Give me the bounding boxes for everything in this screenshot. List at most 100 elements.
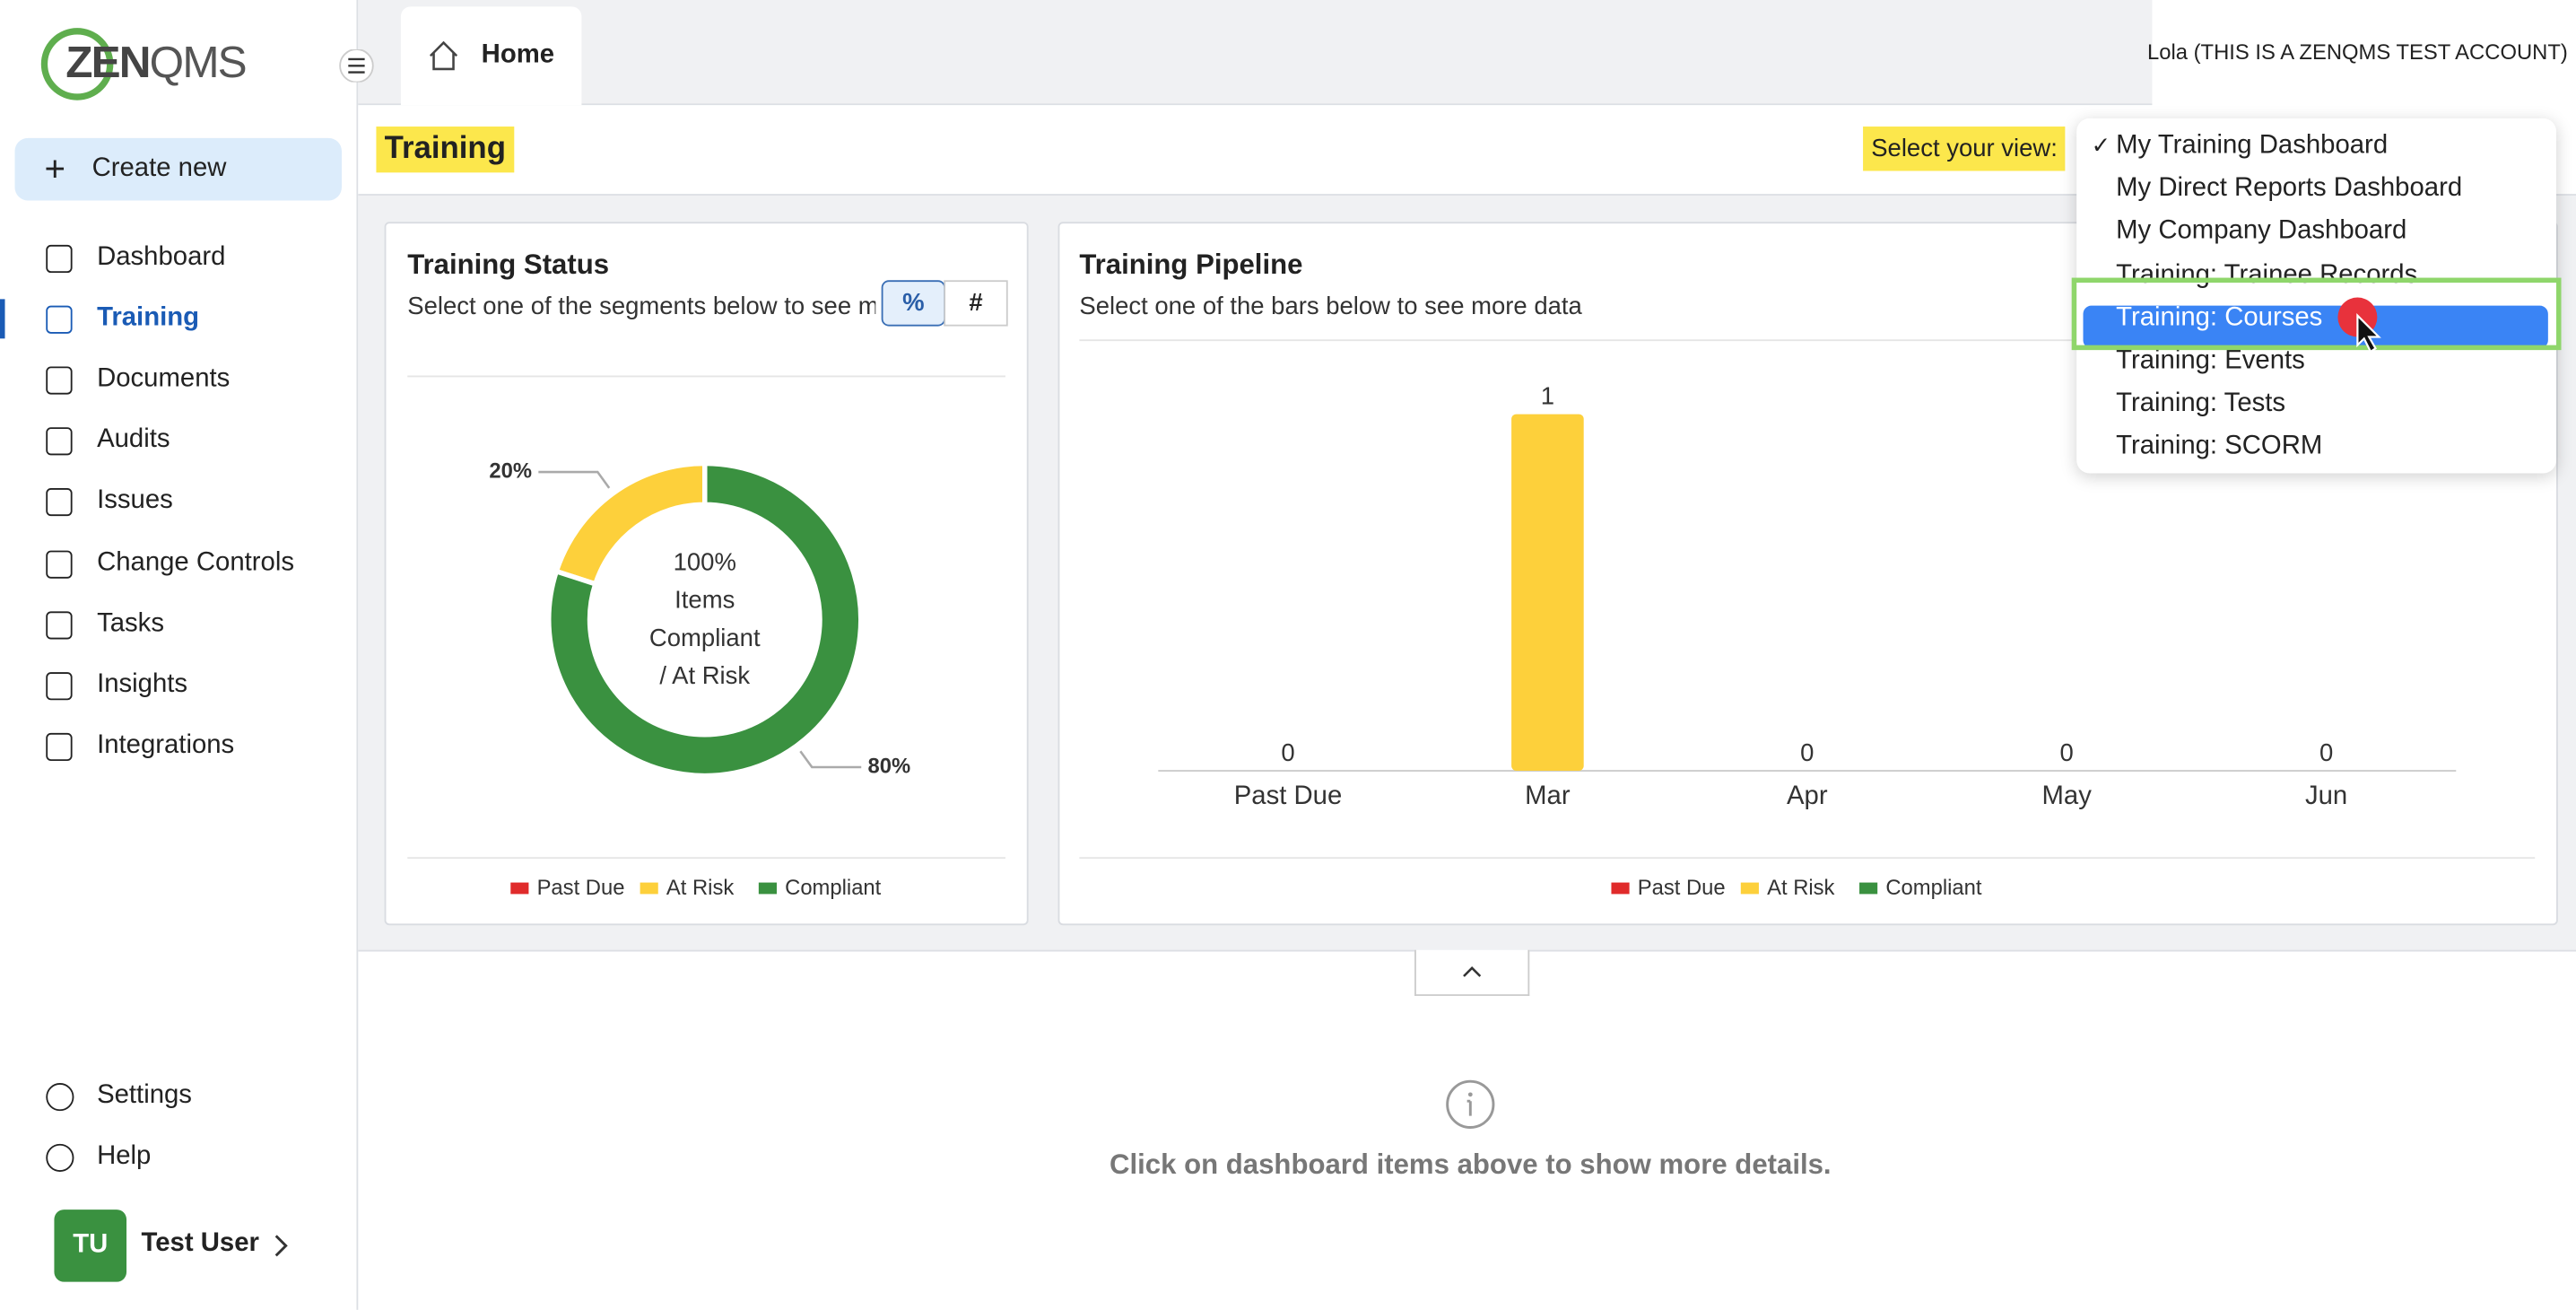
chart-title: Training Status — [407, 249, 609, 280]
account-label: Lola (THIS IS A ZENQMS TEST ACCOUNT) — [2146, 39, 2568, 65]
legend-label: Compliant — [785, 876, 882, 900]
nav-icon — [46, 610, 73, 639]
dropdown-option[interactable]: Training: Tests — [2116, 389, 2286, 418]
nav-label: Documents — [97, 364, 231, 394]
label-leader — [538, 470, 611, 489]
chevron — [274, 1235, 288, 1257]
nav-icon — [46, 427, 73, 456]
data-label: 1 — [1541, 382, 1554, 410]
data-label: 0 — [1800, 738, 1814, 766]
x-tick-label: Mar — [1525, 781, 1571, 810]
collapse-button[interactable] — [1414, 949, 1530, 996]
highlight-frame — [2071, 277, 2562, 351]
nav-label[interactable]: Settings — [97, 1081, 192, 1110]
create-button[interactable]: + Create new — [14, 137, 342, 201]
nav-label: Dashboard — [97, 243, 226, 272]
pie-segment[interactable] — [546, 460, 864, 779]
chart-title: Training Pipeline — [1079, 249, 1302, 280]
x-tick-label: May — [2042, 781, 2093, 810]
nav-icon — [46, 1083, 74, 1112]
logo-light: QMS — [149, 38, 248, 88]
legend-swatch — [640, 882, 658, 895]
toggle-label: % — [902, 288, 924, 316]
nav-label: Change Controls — [97, 547, 295, 576]
dropdown-option[interactable]: Training: Events — [2116, 346, 2305, 375]
logo-bold: ZEN — [65, 38, 151, 88]
center-text: Compliant — [649, 624, 761, 651]
nav-icon — [46, 671, 73, 700]
legend-label: Past Due — [537, 876, 625, 900]
legend-swatch — [758, 882, 777, 895]
legend-label: Past Due — [1638, 876, 1726, 900]
nav-label[interactable]: Help — [97, 1141, 152, 1171]
view-dropdown: ✓ My Training Dashboard My Direct Reports … — [2076, 118, 2557, 474]
nav-label: Training — [97, 304, 200, 333]
status-card — [384, 222, 1029, 926]
nav-label: Audits — [97, 425, 170, 455]
legend-swatch — [510, 882, 529, 895]
nav-item[interactable]: Insights — [0, 655, 356, 714]
menu-toggle[interactable] — [336, 48, 376, 83]
nav-item[interactable]: Training — [0, 290, 356, 349]
x-tick-label: Jun — [2305, 781, 2347, 810]
x-tick-label: Apr — [1787, 781, 1828, 810]
data-label: 0 — [1281, 738, 1294, 766]
data-label: 0 — [2060, 738, 2074, 766]
nav-icon — [46, 244, 73, 274]
toggle-button[interactable] — [944, 280, 1008, 327]
nav-item[interactable]: Audits — [0, 411, 356, 470]
label-leader — [799, 750, 862, 769]
dropdown-option[interactable]: Training: SCORM — [2116, 432, 2323, 461]
nav-icon — [46, 305, 73, 334]
detail-message: Click on dashboard items above to show m… — [1110, 1148, 1832, 1181]
subtitle-box: Select one of the segments below to see … — [407, 293, 875, 320]
bar[interactable] — [1511, 414, 1584, 772]
data-label: 80% — [868, 754, 911, 778]
dropdown-option[interactable]: My Training Dashboard — [2116, 131, 2389, 160]
logo-mark — [40, 28, 114, 100]
create-label: Create new — [91, 154, 227, 183]
check-mark: ✓ — [2091, 131, 2111, 158]
user-name[interactable]: Test User — [141, 1229, 259, 1258]
dropdown-option[interactable]: My Company Dashboard — [2116, 217, 2407, 246]
nav-item[interactable]: Tasks — [0, 594, 356, 653]
tab-bar — [358, 0, 2153, 106]
page-title: Training — [376, 127, 515, 173]
info-icon — [1446, 1079, 1495, 1129]
legend-swatch — [1611, 882, 1630, 895]
legend-label: At Risk — [1767, 876, 1834, 900]
legend-swatch — [1740, 882, 1759, 895]
nav-item[interactable]: Change Controls — [0, 533, 356, 592]
legend-label: Compliant — [1885, 876, 1982, 900]
nav-item[interactable]: Documents — [0, 350, 356, 409]
option-highlight — [2083, 305, 2548, 348]
nav-icon — [46, 1143, 74, 1172]
nav-item[interactable]: Integrations — [0, 716, 356, 775]
nav-icon — [46, 488, 73, 517]
avatar[interactable]: TU — [54, 1210, 127, 1282]
data-label: 0 — [2319, 738, 2333, 766]
nav-item[interactable]: Dashboard — [0, 229, 356, 288]
nav-label: Issues — [97, 486, 173, 516]
dropdown-option[interactable]: My Direct Reports Dashboard — [2116, 174, 2463, 203]
nav-icon — [46, 732, 73, 761]
nav-label: Insights — [97, 669, 188, 698]
chart-subtitle: Select one of the bars below to see more… — [1079, 292, 1582, 319]
tab-label: Home — [481, 40, 555, 69]
dropdown-option[interactable]: Training: Courses — [2116, 303, 2323, 332]
nav-item[interactable]: Issues — [0, 472, 356, 531]
center-text: Items — [674, 586, 735, 614]
nav-label: Tasks — [97, 608, 164, 637]
toggle-label: # — [969, 288, 982, 316]
nav-label: Integrations — [97, 730, 235, 759]
nav-icon — [46, 366, 73, 395]
dropdown-option[interactable]: Training: Trainee Records — [2116, 260, 2418, 289]
active-indicator — [0, 299, 5, 339]
home-tab[interactable]: Home — [400, 6, 582, 106]
data-label: 20% — [489, 458, 532, 483]
center-text: 100% — [674, 547, 736, 575]
legend-label: At Risk — [666, 876, 734, 900]
view-label: Select your view: — [1863, 127, 2067, 171]
